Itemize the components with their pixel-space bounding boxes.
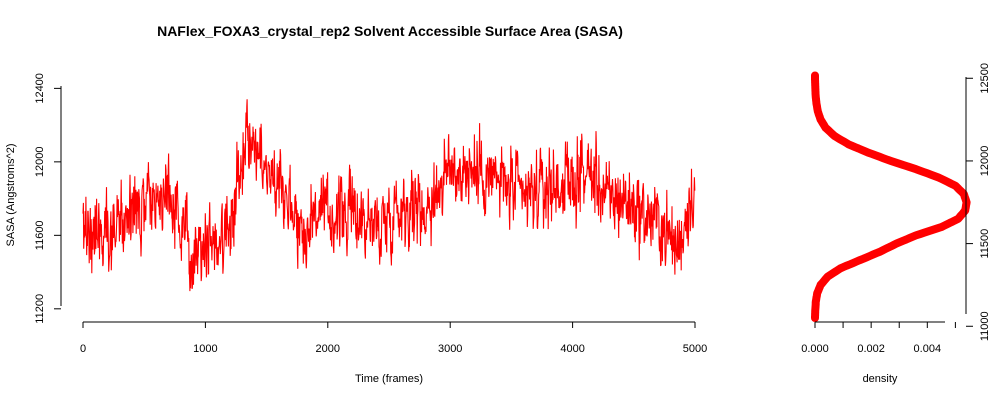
- density-x-axis-title: density: [863, 373, 898, 385]
- y-tick-label: 11200: [34, 294, 46, 324]
- density-curve: [811, 71, 971, 322]
- y-tick-label: 12400: [34, 73, 46, 104]
- y-axis-title: SASA (Angstroms^2): [5, 144, 17, 247]
- density-y-axis-ticks: 11000 11500 12000 12500: [966, 63, 991, 341]
- density-y-tick-label: 11000: [979, 311, 991, 341]
- density-series-line: [811, 71, 971, 322]
- density-y-tick-label: 12000: [979, 146, 991, 177]
- x-tick-label: 2000: [316, 343, 340, 355]
- density-y-tick-label: 12500: [979, 63, 991, 94]
- density-y-tick-label: 11500: [979, 229, 991, 259]
- x-tick-label: 0: [80, 343, 86, 355]
- x-axis-ticks: 0 1000 2000 3000 4000 5000: [80, 322, 707, 355]
- density-x-tick-label: 0.000: [801, 343, 829, 355]
- x-tick-label: 4000: [560, 343, 584, 355]
- sasa-density-panel: 0.000 0.002 0.004 11000 11500 12000 12500 den…: [801, 63, 991, 385]
- chart-title: NAFlex_FOXA3_crystal_rep2 Solvent Access…: [157, 23, 623, 39]
- density-x-tick-label: 0.004: [914, 343, 942, 355]
- sasa-time-series-panel: 0 1000 2000 3000 4000 5000 11200 11600 12000 124…: [5, 73, 707, 385]
- x-tick-label: 1000: [193, 343, 217, 355]
- x-tick-label: 3000: [438, 343, 462, 355]
- y-axis-ticks: 11200 11600 12000 12400: [34, 73, 61, 324]
- density-x-tick-label: 0.002: [857, 343, 885, 355]
- x-tick-label: 5000: [683, 343, 707, 355]
- y-tick-label: 12000: [34, 147, 46, 178]
- y-tick-label: 11600: [34, 220, 46, 250]
- density-x-axis-ticks: 0.000 0.002 0.004: [801, 322, 956, 355]
- x-axis-title: Time (frames): [355, 373, 423, 385]
- sasa-trace: [82, 99, 696, 292]
- sasa-series-line: [82, 99, 696, 292]
